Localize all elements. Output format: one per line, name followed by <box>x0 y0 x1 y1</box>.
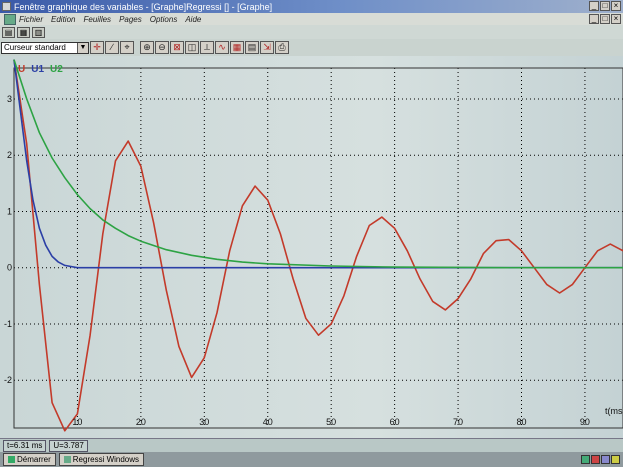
status-value: U=3.787 <box>49 440 88 452</box>
zoom-auto-icon[interactable]: ◫ <box>185 41 199 54</box>
menu-fichier[interactable]: Fichier <box>19 14 44 24</box>
zoom-box-icon[interactable]: ⊠ <box>170 41 184 54</box>
x-tick-label: 90 <box>580 417 590 427</box>
status-time: t=6.31 ms <box>3 440 47 452</box>
tray-network-icon[interactable] <box>581 455 590 464</box>
start-button[interactable]: Démarrer <box>3 453 56 466</box>
app-icon[interactable] <box>4 13 16 25</box>
plot-frame <box>13 67 623 429</box>
table-icon[interactable]: ▤ <box>245 41 259 54</box>
menu-pages[interactable]: Pages <box>119 14 142 24</box>
tray-clock-icon[interactable] <box>611 455 620 464</box>
window-title: Fenêtre graphique des variables - [Graph… <box>14 1 273 12</box>
menu-edition[interactable]: Edition <box>51 14 76 24</box>
x-tick-label: 70 <box>453 417 463 427</box>
legend: U U1 U2 <box>18 64 63 75</box>
legend-u2[interactable]: U2 <box>50 64 63 75</box>
model-icon[interactable]: ∿ <box>215 41 229 54</box>
menu-bar: Fichier Edition Feuilles Pages Options A… <box>0 13 623 26</box>
x-tick-label: 50 <box>326 417 336 427</box>
grid-icon[interactable]: ▦ <box>230 41 244 54</box>
axes-icon[interactable]: ⟂ <box>200 41 214 54</box>
cursor-mode-select[interactable]: Curseur standard ▼ <box>1 41 89 54</box>
reticle-icon[interactable]: ⌖ <box>120 41 134 54</box>
system-tray <box>581 455 620 464</box>
legend-u1[interactable]: U1 <box>31 64 45 75</box>
y-tick-label: 0 <box>7 263 12 273</box>
print-icon[interactable]: ⎙ <box>275 41 289 54</box>
regressi-icon <box>63 456 71 463</box>
status-bar: t=6.31 ms U=3.787 <box>0 438 623 453</box>
tray-antivirus-icon[interactable] <box>591 455 600 464</box>
menu-aide[interactable]: Aide <box>185 14 202 24</box>
magnify-minus-icon[interactable]: ⊖ <box>155 41 169 54</box>
x-tick-label: 40 <box>263 417 273 427</box>
title-bar[interactable]: Fenêtre graphique des variables - [Graph… <box>0 0 623 13</box>
series-line-u1[interactable] <box>13 59 623 269</box>
x-tick-label: 80 <box>516 417 526 427</box>
menu-options[interactable]: Options <box>149 14 178 24</box>
graph-area[interactable]: 10 20 30 40 50 60 70 80 90 -2 -1 0 1 2 3 t(ms) <box>0 56 623 438</box>
y-tick-label: -2 <box>4 375 12 385</box>
page-2-icon[interactable]: ▦ <box>17 26 30 38</box>
x-tick-label: 30 <box>199 417 209 427</box>
maximize-button[interactable]: □ <box>600 1 610 11</box>
child-close-button[interactable]: × <box>611 14 621 24</box>
close-button[interactable]: × <box>611 1 621 11</box>
child-restore-button[interactable]: □ <box>600 14 610 24</box>
page-3-icon[interactable]: ▥ <box>32 26 45 38</box>
series-line-u2[interactable] <box>13 59 623 269</box>
y-tick-label: 3 <box>7 94 12 104</box>
tray-volume-icon[interactable] <box>601 455 610 464</box>
series-line-u[interactable] <box>13 59 623 432</box>
x-tick-label: 20 <box>136 417 146 427</box>
task-regressi-label: Regressi Windows <box>72 455 140 464</box>
x-tick-label: 60 <box>390 417 400 427</box>
legend-u[interactable]: U <box>18 64 26 75</box>
y-tick-label: 1 <box>7 206 12 216</box>
window-menu-icon[interactable] <box>2 2 11 11</box>
chevron-down-icon[interactable]: ▼ <box>77 42 88 53</box>
child-minimize-button[interactable]: _ <box>589 14 599 24</box>
page-1-icon[interactable]: ▤ <box>2 26 15 38</box>
x-tick-label: 10 <box>72 417 82 427</box>
minimize-button[interactable]: _ <box>589 1 599 11</box>
tangent-icon[interactable]: ∕ <box>105 41 119 54</box>
x-axis-label: t(ms) <box>605 406 623 416</box>
cursor-mode-value: Curseur standard <box>4 43 66 52</box>
windows-logo-icon <box>8 456 15 463</box>
taskbar: Démarrer Regressi Windows <box>0 452 623 467</box>
magnify-plus-icon[interactable]: ⊕ <box>140 41 154 54</box>
task-regressi[interactable]: Regressi Windows <box>58 453 145 466</box>
page-toolbar: ▤ ▦ ▥ <box>0 25 623 39</box>
graph-toolbar: Curseur standard ▼ ✛ ∕ ⌖ ⊕ ⊖ ⊠ ◫ ⟂ ∿ ▦ ▤… <box>0 39 623 56</box>
cursor-icon[interactable]: ✛ <box>90 41 104 54</box>
start-label: Démarrer <box>17 455 51 464</box>
y-tick-label: -1 <box>4 319 12 329</box>
export-icon[interactable]: ⇲ <box>260 41 274 54</box>
menu-feuilles[interactable]: Feuilles <box>83 14 112 24</box>
y-tick-label: 2 <box>7 150 12 160</box>
